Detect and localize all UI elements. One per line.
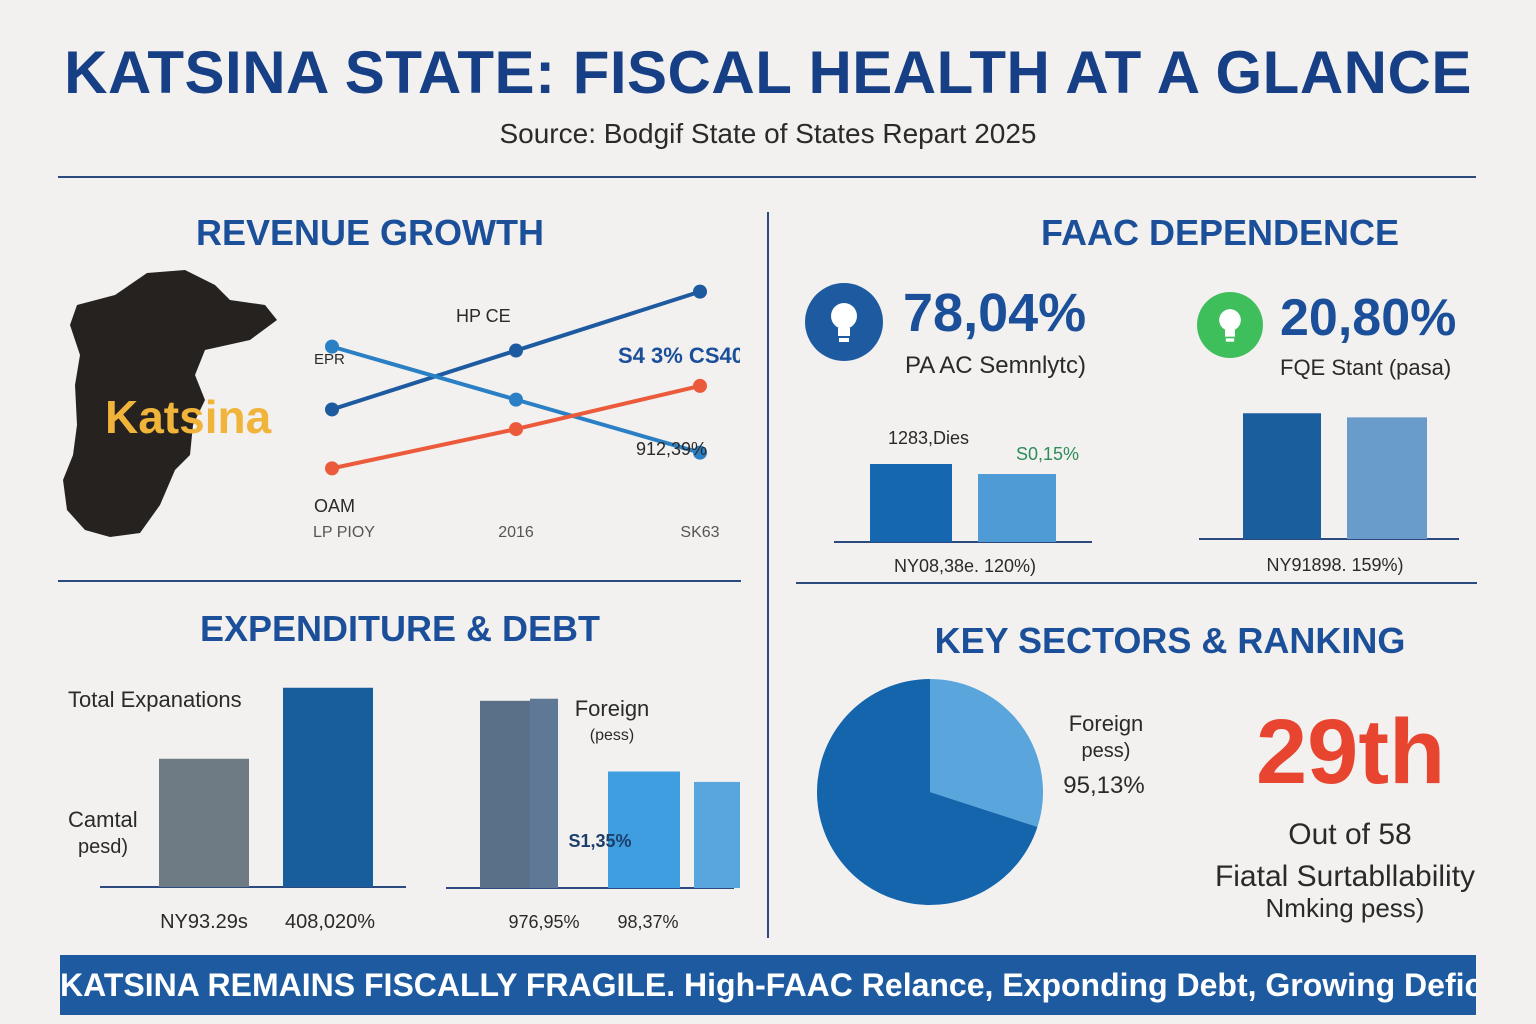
x-axis-label: NY08,38e. 120%) — [894, 556, 1036, 576]
revenue-section-title: REVENUE GROWTH — [195, 212, 544, 253]
expenditure-section-title: EXPENDITURE & DEBT — [199, 608, 601, 649]
bar-2 — [608, 771, 680, 888]
series-point-2-1 — [509, 422, 523, 437]
bar-label-0: 1283,Dies — [888, 428, 969, 448]
series-point-1-1 — [509, 392, 523, 407]
ranking-value: 29th — [1256, 701, 1446, 803]
faac-stat1-value: 78,04% — [903, 283, 1087, 343]
map-label: Katsina — [105, 391, 272, 443]
series-point-1-0 — [325, 339, 339, 354]
expenditure-bar-chart: Total Expanations Camtal pesd) NY93.29s 408,… — [68, 687, 406, 933]
series-point-0-2 — [693, 284, 707, 299]
page-title: KATSINA STATE: FISCAL HEALTH AT A GLANCE — [64, 39, 1472, 106]
center-divider — [767, 212, 769, 938]
bulb-icon-green — [1197, 292, 1263, 358]
bar-0 — [480, 700, 530, 888]
source-line: Source: Bodgif State of States Repart 20… — [499, 118, 1037, 149]
annotation-1: 912,39% — [636, 439, 707, 459]
left-divider — [58, 580, 741, 582]
series-label-1: EPR — [314, 351, 345, 368]
x-tick-1: 2016 — [498, 524, 534, 541]
bar-label-0a: Camtal — [68, 807, 138, 832]
annotation-0: S4 3% CS40 — [618, 343, 740, 368]
series-point-0-0 — [325, 402, 339, 417]
katsina-map: Katsina — [63, 270, 277, 537]
bar-3 — [694, 781, 740, 888]
bottom-label-0: NY93.29s — [160, 911, 248, 933]
bar-label-1: Total Expanations — [68, 687, 242, 712]
bar-1 — [530, 698, 558, 888]
ranking-line-3: Nmking pess) — [1265, 893, 1425, 923]
ranking-line-1: Out of 58 — [1288, 818, 1412, 851]
faac-bar-chart-1: 1283,Dies S0,15% NY08,38e. 120%) — [834, 428, 1092, 576]
right-divider — [796, 582, 1477, 584]
x-tick-0: LP PIOY — [313, 524, 375, 541]
faac-stat2-caption: FQE Stant (pasa) — [1280, 355, 1452, 380]
faac-stat1-caption: PA AC Semnlytc) — [905, 352, 1086, 379]
series-point-2-2 — [693, 378, 707, 393]
pie-slice-0 — [930, 679, 1043, 827]
series-point-1-2 — [693, 445, 707, 460]
key-sectors-pie-chart: Foreign pess) 95,13% — [817, 679, 1145, 905]
pie-label-line-0: Foreign — [1069, 711, 1144, 736]
ranking-line-2: Fiatal Surtabllability — [1214, 860, 1476, 893]
bar-1 — [1347, 417, 1427, 539]
sectors-section-title: KEY SECTORS & RANKING — [934, 620, 1406, 661]
bottom-label-0: 976,95% — [508, 912, 579, 932]
bar-1 — [283, 687, 373, 887]
bottom-label-1: 98,37% — [617, 912, 678, 932]
annotation-0: Foreign — [575, 696, 650, 721]
footer-banner: KATSINA REMAINS FISCALLY FRAGILE. High-F… — [60, 955, 1476, 1015]
x-tick-2: SK63 — [680, 524, 719, 541]
faac-section-title: FAAC DEPENDENCE — [1040, 212, 1400, 253]
series-point-2-0 — [325, 461, 339, 476]
series-label-0: HP CE — [456, 306, 511, 326]
bar-0 — [870, 464, 952, 542]
x-axis-label: NY91898. 159%) — [1266, 555, 1403, 575]
bar-0 — [159, 758, 249, 887]
bottom-label-1: 408,020% — [285, 911, 375, 933]
debt-bar-chart: Foreign (pess) S1,35% 976,95% 98,37% — [446, 696, 740, 932]
bar-0 — [1243, 413, 1321, 539]
bar-label-0b: pesd) — [78, 836, 128, 858]
faac-stat2-value: 20,80% — [1280, 289, 1457, 347]
faac-bar-chart-2: NY91898. 159%) — [1199, 413, 1459, 575]
header-divider — [58, 176, 1476, 178]
annotation-2: S1,35% — [568, 831, 631, 851]
pie-slice-1 — [817, 679, 1038, 905]
bar-1 — [978, 474, 1056, 542]
bar-label-1: S0,15% — [1016, 444, 1079, 464]
series-point-0-1 — [509, 343, 523, 358]
bulb-icon — [805, 283, 883, 361]
revenue-line-chart: HP CE EPR OAM S4 3% CS40 912,39% LP PIOY 2016 S… — [313, 284, 740, 541]
pie-label-line-1: pess) — [1082, 740, 1131, 762]
series-label-2: OAM — [314, 496, 355, 516]
annotation-1: (pess) — [590, 727, 634, 744]
pie-label-line-2: 95,13% — [1063, 772, 1144, 799]
